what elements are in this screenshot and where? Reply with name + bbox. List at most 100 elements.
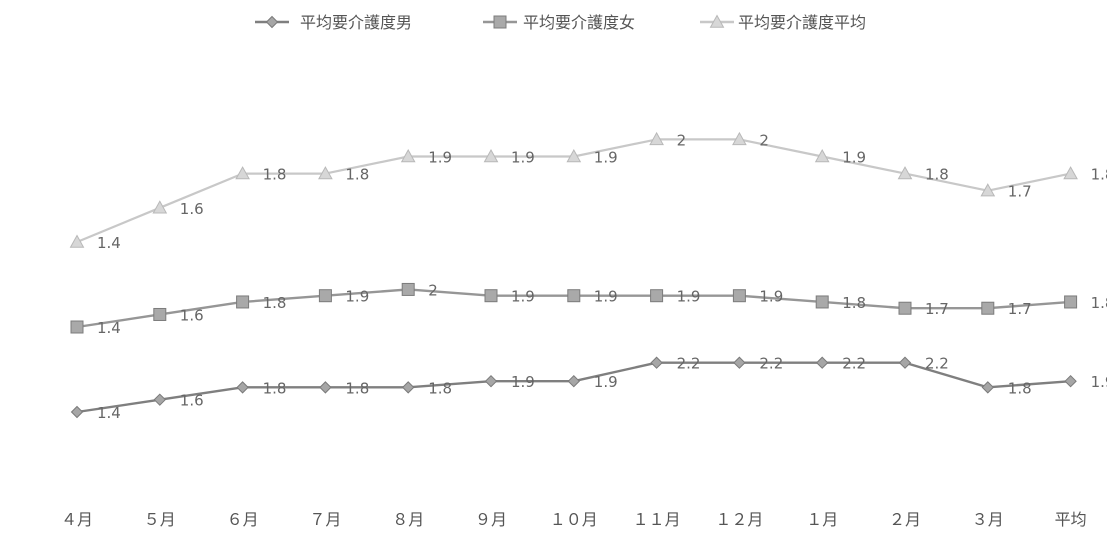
data-point-series-2-9 xyxy=(732,289,746,303)
data-label-series-3-11: 1.8 xyxy=(925,166,949,184)
data-point-series-3-5 xyxy=(400,148,416,163)
data-label-series-3-13: 1.8 xyxy=(1091,166,1107,184)
chart-legend: 平均要介護度男 平均要介護度女 平均要介護度平均 xyxy=(255,13,866,32)
data-label-series-1-6: 1.9 xyxy=(511,373,535,391)
data-point-series-1-8 xyxy=(650,356,663,369)
data-label-series-1-11: 2.2 xyxy=(925,355,949,373)
data-label-series-3-2: 1.6 xyxy=(180,200,204,218)
data-label-series-1-8: 2.2 xyxy=(677,355,701,373)
data-label-series-2-4: 1.9 xyxy=(345,288,369,306)
data-point-series-1-12 xyxy=(981,381,995,394)
data-label-series-1-9: 2.2 xyxy=(759,355,783,373)
legend-marker-3 xyxy=(709,14,725,28)
x-tick-label-13: 平均 xyxy=(1055,510,1087,529)
legend-label-2: 平均要介護度女 xyxy=(523,13,635,32)
data-label-series-3-1: 1.4 xyxy=(97,234,121,252)
data-point-series-3-12 xyxy=(980,183,996,197)
data-label-series-2-2: 1.6 xyxy=(180,306,204,324)
data-point-series-3-4 xyxy=(318,166,333,180)
legend-item-3: 平均要介護度平均 xyxy=(700,13,866,32)
chart-data-label-layer: 1.4 1.6 1.8 1.8 1.8 1.9 1.9 2.2 2.2 2.2 2.2 1.8 1.9 1… xyxy=(97,131,1107,422)
x-tick-label-3: ６月 xyxy=(227,510,259,529)
x-tick-label-7: １０月 xyxy=(550,510,598,529)
data-point-series-1-4 xyxy=(319,381,332,394)
data-point-series-3-9 xyxy=(732,131,747,146)
data-point-series-1-1 xyxy=(70,405,84,419)
data-point-series-3-3 xyxy=(235,166,250,180)
data-label-series-2-3: 1.8 xyxy=(263,294,287,312)
data-point-series-3-8 xyxy=(649,131,664,146)
data-point-series-1-2 xyxy=(153,393,167,406)
x-axis: ４月 ５月 ６月 ７月 ８月 ９月 １０月 １１月 １２月 １月 ２月 ３月 平均 xyxy=(61,510,1087,529)
data-label-series-2-13: 1.8 xyxy=(1091,294,1107,312)
x-tick-label-1: ４月 xyxy=(61,510,93,529)
x-tick-label-6: ９月 xyxy=(475,510,507,529)
x-tick-label-2: ５月 xyxy=(144,510,176,529)
legend-label-1: 平均要介護度男 xyxy=(300,13,412,32)
data-point-series-2-12 xyxy=(981,301,995,315)
data-point-series-2-8 xyxy=(650,289,664,303)
data-label-series-2-10: 1.8 xyxy=(842,294,866,312)
data-label-series-1-7: 1.9 xyxy=(594,373,618,391)
data-point-series-2-4 xyxy=(318,289,332,303)
data-label-series-1-2: 1.6 xyxy=(180,392,204,410)
x-tick-label-8: １１月 xyxy=(633,510,681,529)
data-point-series-1-6 xyxy=(484,374,498,388)
legend-marker-2 xyxy=(493,15,507,29)
data-point-series-2-13 xyxy=(1064,295,1078,309)
data-label-series-1-13: 1.9 xyxy=(1091,373,1107,391)
data-point-series-3-7 xyxy=(566,148,582,163)
data-label-series-2-12: 1.7 xyxy=(1008,300,1032,318)
data-label-series-3-12: 1.7 xyxy=(1008,183,1032,201)
data-point-series-1-7 xyxy=(567,374,581,388)
data-point-series-1-5 xyxy=(401,381,415,394)
x-tick-label-12: ３月 xyxy=(972,510,1004,529)
data-label-series-3-8: 2 xyxy=(677,131,687,149)
data-label-series-2-9: 1.9 xyxy=(759,288,783,306)
data-point-series-1-10 xyxy=(815,356,829,369)
data-point-series-2-6 xyxy=(484,289,498,303)
data-label-series-3-7: 1.9 xyxy=(594,149,618,167)
data-label-series-3-10: 1.9 xyxy=(842,149,866,167)
data-label-series-1-3: 1.8 xyxy=(263,379,287,397)
data-point-series-1-13 xyxy=(1064,374,1077,388)
x-tick-label-10: １月 xyxy=(806,510,838,529)
data-point-series-2-2 xyxy=(153,307,167,321)
legend-label-3: 平均要介護度平均 xyxy=(738,13,866,32)
data-point-series-1-11 xyxy=(898,356,912,369)
x-tick-label-11: ２月 xyxy=(889,510,921,529)
data-point-series-1-9 xyxy=(733,356,746,369)
data-point-series-2-5 xyxy=(401,282,415,296)
data-point-series-3-11 xyxy=(897,166,913,180)
x-tick-label-5: ８月 xyxy=(392,510,424,529)
data-point-series-2-11 xyxy=(898,301,912,315)
data-label-series-3-4: 1.8 xyxy=(345,166,369,184)
legend-item-2: 平均要介護度女 xyxy=(483,13,635,32)
data-label-series-1-4: 1.8 xyxy=(345,379,369,397)
data-label-series-2-11: 1.7 xyxy=(925,300,949,318)
x-tick-label-4: ７月 xyxy=(309,510,341,529)
data-label-series-1-12: 1.8 xyxy=(1008,379,1032,397)
data-point-series-3-10 xyxy=(814,148,830,163)
data-label-series-3-6: 1.9 xyxy=(511,149,535,167)
data-label-series-3-5: 1.9 xyxy=(428,149,452,167)
legend-item-1: 平均要介護度男 xyxy=(255,13,412,32)
data-point-series-2-7 xyxy=(567,289,581,303)
data-point-series-3-13 xyxy=(1063,166,1078,180)
data-point-series-2-3 xyxy=(236,295,250,309)
data-label-series-2-7: 1.9 xyxy=(594,288,618,306)
chart-series-layer xyxy=(69,131,1078,419)
data-label-series-1-10: 2.2 xyxy=(842,355,866,373)
data-label-series-2-6: 1.9 xyxy=(511,288,535,306)
legend-marker-1 xyxy=(265,15,279,29)
data-point-series-1-3 xyxy=(236,381,249,394)
data-point-series-3-6 xyxy=(483,148,499,163)
data-point-series-3-2 xyxy=(152,200,168,214)
data-label-series-3-9: 2 xyxy=(759,131,769,149)
x-tick-label-9: １２月 xyxy=(715,510,763,529)
data-point-series-2-10 xyxy=(815,295,829,309)
data-point-series-2-1 xyxy=(70,320,84,334)
data-label-series-1-1: 1.4 xyxy=(97,404,121,422)
